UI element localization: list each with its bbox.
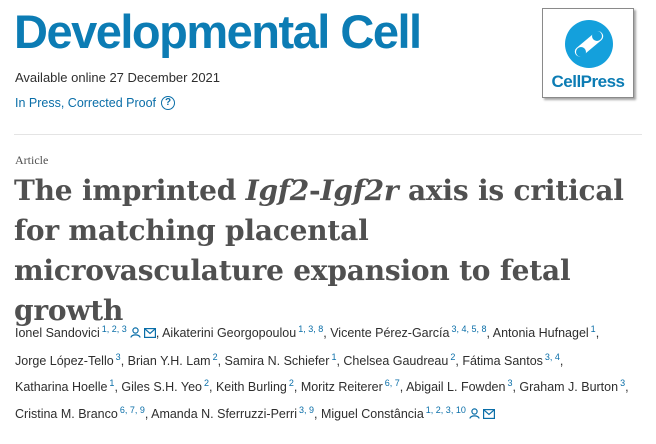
cellpress-logo-text: CellPress [551,72,626,91]
author-name[interactable]: Vicente Pérez-García [330,326,450,340]
mail-icon[interactable] [482,404,495,427]
author-name[interactable]: Miguel Constância [320,406,424,421]
author-name[interactable]: Keith Burling [215,380,287,394]
author-name[interactable]: Ionel Sandovici [15,326,100,340]
author-item[interactable]: Miguel Constância 1, 2, 3, 10 [320,404,495,421]
author-item[interactable]: Jorge López-Tello 3 [15,351,121,368]
status-label[interactable]: In Press, Corrected Proof [15,96,157,110]
author-item[interactable]: Vicente Pérez-García 3, 4, 5, 8 [330,324,487,340]
author-item[interactable]: Amanda N. Sferruzzi-Perri 3, 9 [151,404,314,421]
author-name[interactable]: Brian Y.H. Lam [127,353,211,368]
author-affiliation-refs[interactable]: 1, 2, 3, 10 [425,404,466,415]
author-name[interactable]: Katharina Hoelle [15,380,108,394]
person-icon[interactable] [130,323,141,346]
author-affiliation-refs[interactable]: 3, 4 [544,351,560,362]
author-affiliation-refs[interactable]: 3 [115,351,121,362]
author-name[interactable]: Aikaterini Georgopoulou [162,326,297,340]
author-affiliation-refs[interactable]: 1, 2, 3 [101,324,127,334]
author-affiliation-refs[interactable]: 2 [450,351,456,362]
author-affiliation-refs[interactable]: 6, 7, 9 [119,404,145,415]
author-name[interactable]: Cristina M. Branco [15,406,118,421]
author-affiliation-refs[interactable]: 3, 4, 5, 8 [451,324,487,334]
article-type: Article [15,153,49,167]
author-affiliation-refs[interactable]: 1, 3, 8 [298,324,324,334]
author-item[interactable]: Samira N. Schiefer 1 [224,351,337,368]
author-name[interactable]: Moritz Reiterer [300,380,383,394]
author-affiliation-refs[interactable]: 3 [507,378,513,388]
journal-title[interactable]: Developmental Cell [14,5,422,58]
author-name[interactable]: Jorge López-Tello [15,353,114,368]
author-item[interactable]: Keith Burling 2 [215,378,294,394]
author-affiliation-refs[interactable]: 2 [288,378,294,388]
person-icon[interactable] [469,404,480,427]
cellpress-symbol-icon [565,20,613,68]
author-item[interactable]: Katharina Hoelle 1 [15,378,115,394]
author-item[interactable]: Giles S.H. Yeo 2 [121,378,210,394]
author-name[interactable]: Giles S.H. Yeo [121,380,202,394]
author-affiliation-refs[interactable]: 1 [109,378,115,388]
author-item[interactable]: Cristina M. Branco 6, 7, 9 [15,404,145,421]
author-affiliation-refs[interactable]: 1 [331,351,337,362]
author-affiliation-refs[interactable]: 1 [590,324,596,334]
author-affiliation-refs[interactable]: 2 [212,351,218,362]
header-divider [14,134,642,135]
article-title: The imprinted Igf2-Igf2r axis is critica… [14,174,624,327]
author-name[interactable]: Chelsea Gaudreau [343,353,449,368]
author-item[interactable]: Moritz Reiterer 6, 7 [300,378,400,394]
author-affiliation-refs[interactable]: 6, 7 [384,378,400,388]
author-item[interactable]: Antonia Hufnagel 1 [492,324,596,340]
mail-icon[interactable] [143,323,156,346]
question-circle-icon[interactable]: ? [161,96,176,110]
author-name[interactable]: Samira N. Schiefer [224,353,330,368]
author-affiliation-refs[interactable]: 3, 9 [298,404,314,415]
author-affiliation-refs[interactable]: 2 [204,378,210,388]
author-list: Ionel Sandovici 1, 2, 3, Aikaterini Georg… [15,318,645,426]
author-affiliation-refs[interactable]: 3 [620,378,626,388]
author-name[interactable]: Fátima Santos [462,353,543,368]
author-item[interactable]: Brian Y.H. Lam 2 [127,351,218,368]
author-name[interactable]: Abigail L. Fowden [406,380,506,394]
author-item[interactable]: Aikaterini Georgopoulou 1, 3, 8 [162,324,324,340]
author-item[interactable]: Abigail L. Fowden 3 [406,378,513,394]
author-item[interactable]: Ionel Sandovici 1, 2, 3 [15,324,156,340]
author-item[interactable]: Fátima Santos 3, 4 [462,351,560,368]
cellpress-logo[interactable]: CellPress [542,8,634,98]
author-item[interactable]: Chelsea Gaudreau 2 [343,351,456,368]
publication-date: Available online 27 December 2021 [15,70,221,85]
author-name[interactable]: Antonia Hufnagel [492,326,589,340]
author-item[interactable]: Graham J. Burton 3 [519,378,626,394]
author-name[interactable]: Amanda N. Sferruzzi-Perri [151,406,297,421]
author-name[interactable]: Graham J. Burton [519,380,619,394]
article-status: In Press, Corrected Proof ? [15,96,176,110]
